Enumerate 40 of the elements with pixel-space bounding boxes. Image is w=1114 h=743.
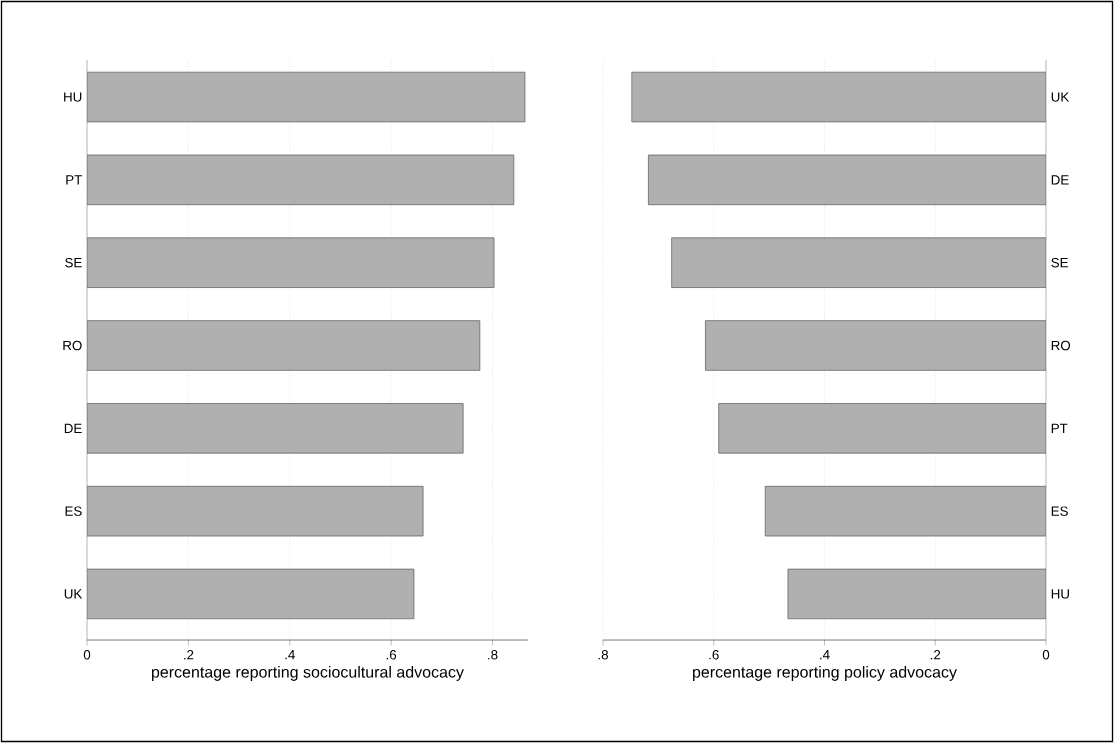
x-tick-label: 0: [83, 650, 91, 660]
bar: [787, 568, 1046, 620]
y-tick-label: RO: [63, 340, 82, 351]
y-tick-label: ES: [1051, 506, 1068, 516]
y-tick-label: HU: [1051, 589, 1069, 599]
x-axis-title: percentage reporting sociocultural advocacy: [151, 666, 464, 681]
x-tick-label: .8: [598, 650, 608, 660]
x-tick-label: .8: [488, 650, 498, 660]
y-tick-label: SE: [65, 257, 82, 268]
y-tick-label: DE: [64, 423, 82, 433]
bar: [705, 320, 1046, 371]
bar: [87, 154, 515, 206]
y-tick-label: ES: [65, 506, 82, 516]
bar: [87, 568, 415, 620]
y-tick-label: PT: [66, 175, 82, 185]
bar: [87, 237, 495, 288]
bar: [87, 403, 464, 454]
y-tick-label: PT: [1051, 423, 1068, 433]
bar: [87, 485, 424, 537]
x-tick-label: .2: [184, 650, 194, 660]
bar: [87, 320, 481, 371]
x-tick-label: 0: [1042, 650, 1050, 660]
bar: [764, 485, 1046, 537]
y-tick-label: DE: [1051, 175, 1069, 185]
bar: [718, 403, 1046, 454]
x-tick-label: .4: [820, 650, 830, 660]
y-tick-label: SE: [1051, 257, 1068, 268]
y-tick-label: UK: [1051, 92, 1070, 102]
x-tick-label: .4: [285, 650, 295, 660]
y-tick-label: HU: [64, 92, 82, 102]
y-tick-label: UK: [64, 589, 83, 599]
bar: [648, 154, 1046, 206]
bar: [671, 237, 1046, 288]
y-tick-label: RO: [1051, 340, 1071, 351]
x-axis-title: percentage reporting policy advocacy: [693, 666, 957, 681]
x-tick-label: .2: [930, 650, 941, 660]
x-tick-label: .6: [709, 650, 719, 660]
x-tick-label: .6: [386, 650, 397, 660]
bar: [87, 71, 526, 123]
bar: [631, 71, 1046, 123]
